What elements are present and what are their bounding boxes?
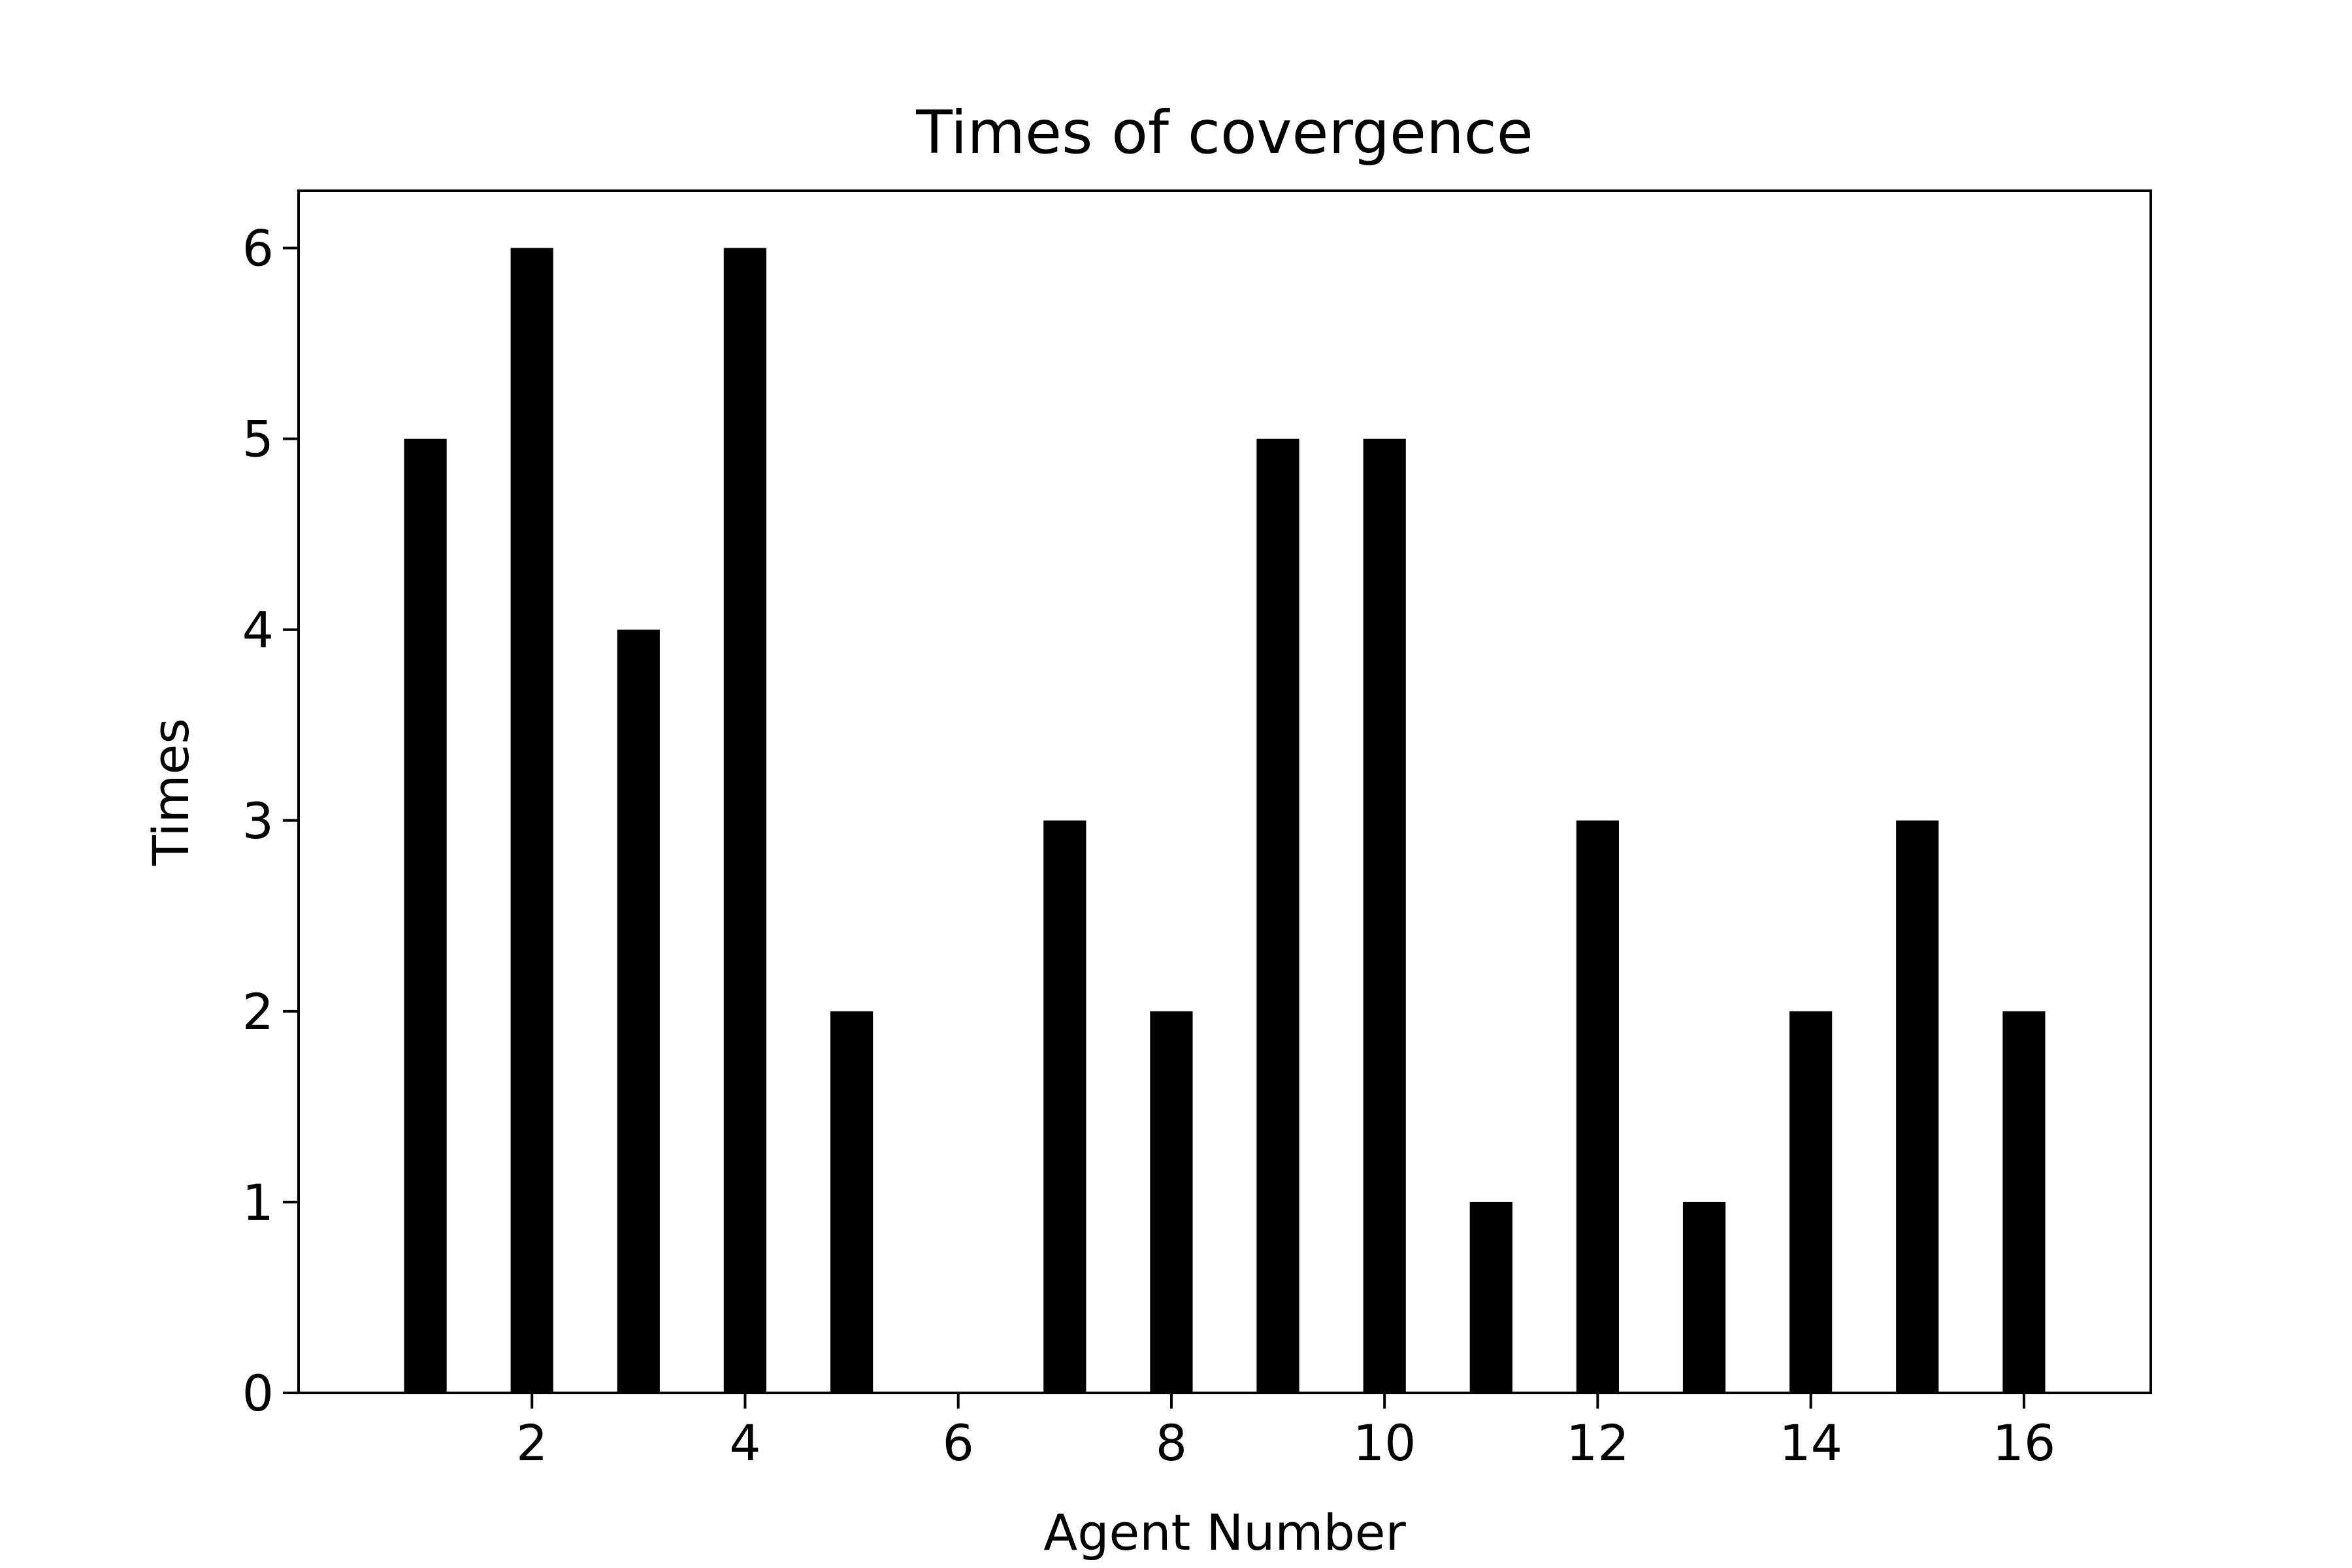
x-tick-label-10: 10 bbox=[1353, 1414, 1416, 1472]
bar-agent-2 bbox=[510, 248, 553, 1394]
y-tick-label-3: 3 bbox=[242, 792, 274, 850]
x-tick-label-8: 8 bbox=[1156, 1414, 1187, 1472]
y-tick-label-2: 2 bbox=[242, 983, 274, 1041]
y-tick-label-6: 6 bbox=[242, 220, 274, 278]
bar-agent-9 bbox=[1256, 438, 1299, 1394]
bar-agent-13 bbox=[1682, 1201, 1726, 1393]
y-tick-label-4: 4 bbox=[242, 601, 274, 659]
bar-agent-7 bbox=[1043, 820, 1086, 1393]
x-axis-title: Agent Number bbox=[1043, 1503, 1406, 1561]
y-axis-title: Times bbox=[142, 718, 200, 866]
y-axis-ticks: 0 1 2 3 4 5 6 bbox=[242, 220, 299, 1422]
bar-agent-3 bbox=[617, 629, 660, 1394]
x-tick-label-12: 12 bbox=[1566, 1414, 1629, 1472]
bars bbox=[404, 248, 2046, 1394]
bar-agent-10 bbox=[1363, 438, 1406, 1394]
bar-agent-16 bbox=[2002, 1011, 2046, 1393]
chart-title: Times of covergence bbox=[915, 99, 1533, 167]
x-tick-label-6: 6 bbox=[943, 1414, 974, 1472]
bar-agent-15 bbox=[1896, 820, 1939, 1393]
bar-agent-5 bbox=[830, 1011, 874, 1393]
bar-agent-4 bbox=[723, 248, 766, 1394]
bar-agent-14 bbox=[1789, 1011, 1833, 1393]
bar-agent-1 bbox=[404, 438, 447, 1394]
plot-frame bbox=[297, 189, 2152, 1394]
x-tick-label-14: 14 bbox=[1779, 1414, 1842, 1472]
bar-agent-12 bbox=[1576, 820, 1619, 1393]
bar-agent-11 bbox=[1469, 1201, 1512, 1393]
x-tick-label-2: 2 bbox=[516, 1414, 547, 1472]
y-tick-label-5: 5 bbox=[242, 410, 274, 468]
x-axis-ticks: 2 4 6 8 10 12 14 16 bbox=[516, 1393, 2055, 1472]
bar-agent-8 bbox=[1150, 1011, 1193, 1393]
y-tick-label-0: 0 bbox=[242, 1364, 274, 1422]
x-tick-label-16: 16 bbox=[1993, 1414, 2056, 1472]
x-tick-label-4: 4 bbox=[729, 1414, 760, 1472]
y-tick-label-1: 1 bbox=[242, 1173, 274, 1232]
